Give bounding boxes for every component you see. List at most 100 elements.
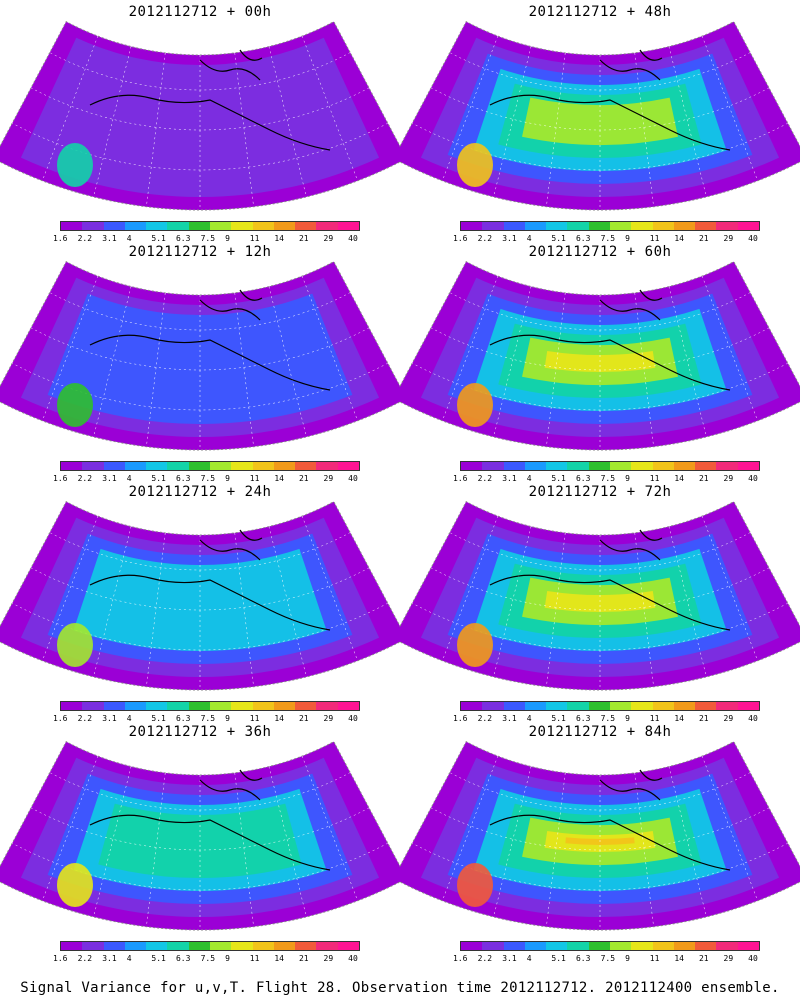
graticule-meridian — [493, 46, 532, 197]
colorbar-tick-label: 21 — [298, 714, 309, 723]
map-panel: 2012112712 + 00h 1.6 2.2 3.1 4 5.1 6.3 7.5 9 11 14… — [0, 0, 400, 245]
graticule-parallel — [430, 567, 770, 611]
colorbar-tick-label: 11 — [249, 474, 260, 483]
colorbar-swatch — [103, 222, 125, 230]
colorbar-swatch — [673, 222, 696, 230]
colorbar-tick-label: 29 — [723, 954, 734, 963]
colorbar-tick-label: 4 — [526, 714, 532, 723]
colorbar-labels: 1.6 2.2 3.1 4 5.1 6.3 7.5 9 11 14 21 29 40 — [53, 474, 373, 483]
graticule-parallel — [49, 772, 351, 811]
graticule-parallel — [49, 292, 351, 331]
colorbar-swatch — [695, 942, 717, 950]
graticule-meridian — [493, 526, 532, 677]
colorbar-tick-label: 14 — [674, 954, 684, 963]
colorbar-tick-label: 9 — [625, 714, 630, 723]
colorbar-swatch — [61, 222, 83, 230]
colorbar-swatch — [209, 942, 232, 950]
colorbar-tick-label: 11 — [249, 954, 260, 963]
panel-title: 2012112712 + 72h — [528, 484, 672, 500]
colorbar-swatch — [503, 222, 525, 230]
colorbar-swatch — [609, 462, 632, 470]
graticule-parallel — [12, 602, 388, 651]
colorbar-tick-label: 40 — [348, 234, 358, 243]
graticule-meridian — [634, 532, 654, 687]
colorbar-swatch — [567, 942, 589, 950]
colorbar-swatch — [461, 942, 483, 950]
panel-title: 2012112712 + 00h — [128, 4, 272, 20]
colorbar-swatch — [695, 702, 717, 710]
graticule-parallel — [12, 842, 388, 891]
colorbar — [60, 701, 360, 711]
pacific-variance-maximum — [457, 863, 493, 907]
panel-title: 2012112712 + 84h — [528, 724, 672, 740]
colorbar-swatch — [546, 942, 568, 950]
colorbar-tick-label: 40 — [348, 474, 358, 483]
colorbar-tick-label: 6.3 — [575, 714, 591, 723]
colorbar-tick-label: 6.3 — [175, 474, 191, 483]
colorbar-swatch — [231, 702, 253, 710]
pacific-variance-maximum — [57, 623, 93, 667]
colorbar-tick-label: 4 — [126, 234, 132, 243]
colorbar — [460, 221, 760, 231]
graticule-parallel — [412, 362, 788, 411]
colorbar-tick-label: 3.1 — [102, 954, 117, 963]
colorbar-swatch — [124, 222, 147, 230]
pacific-variance-maximum — [457, 623, 493, 667]
colorbar-swatch — [588, 942, 610, 950]
colorbar-swatch — [482, 222, 504, 230]
pacific-variance-maximum — [57, 143, 93, 187]
colorbar-tick-label: 2.2 — [77, 954, 93, 963]
colorbar-tick-label: 5.1 — [151, 714, 166, 723]
pacific-variance-maximum — [57, 863, 93, 907]
colorbar-tick-label: 1.6 — [453, 234, 468, 243]
graticule-meridian — [268, 46, 307, 197]
graticule-parallel — [12, 362, 388, 411]
colorbar-tick-label: 29 — [323, 234, 334, 243]
colorbar-tick-label: 5.1 — [551, 234, 566, 243]
colorbar-tick-label: 14 — [674, 234, 684, 243]
map-panel: 2012112712 + 48h 1.6 2.2 3.1 4 5.1 6.3 7.5 9 11 14… — [400, 0, 800, 245]
colorbar-tick-label: 2.2 — [477, 474, 493, 483]
colorbar-tick-label: 40 — [748, 714, 758, 723]
colorbar-tick-label: 1.6 — [53, 714, 68, 723]
colorbar-tick-label: 2.2 — [77, 474, 93, 483]
colorbar-tick-label: 21 — [698, 234, 709, 243]
colorbar-labels: 1.6 2.2 3.1 4 5.1 6.3 7.5 9 11 14 21 29 40 — [453, 474, 773, 483]
colorbar-tick-label: 11 — [249, 234, 260, 243]
colorbar-tick-label: 6.3 — [575, 234, 591, 243]
colorbar-tick-label: 29 — [723, 474, 734, 483]
colorbar-swatch — [716, 942, 738, 950]
colorbar-swatch — [231, 462, 253, 470]
coastline — [489, 289, 731, 391]
map-panel: 2012112712 + 36h 1.6 2.2 3.1 4 5.1 6.3 7.5 9 11 14… — [0, 720, 400, 965]
graticule-parallel — [49, 532, 351, 571]
colorbar-swatch — [295, 462, 317, 470]
variance-map — [0, 740, 400, 931]
colorbar-swatch — [631, 702, 653, 710]
colorbar-tick-label: 1.6 — [53, 474, 68, 483]
colorbar-tick-label: 2.2 — [477, 954, 493, 963]
colorbar-swatch — [209, 462, 232, 470]
colorbar-swatch — [503, 702, 525, 710]
colorbar-swatch — [209, 222, 232, 230]
colorbar-tick-label: 5.1 — [551, 714, 566, 723]
coastline — [489, 769, 731, 871]
graticule-meridian — [234, 772, 254, 927]
coastline — [89, 529, 331, 631]
panel-title: 2012112712 + 24h — [128, 484, 272, 500]
graticule-meridian — [701, 275, 758, 421]
graticule-parallel — [449, 292, 751, 331]
colorbar-tick-label: 4 — [526, 234, 532, 243]
graticule-parallel — [412, 122, 788, 171]
colorbar-swatch — [588, 702, 610, 710]
colorbar-tick-label: 9 — [225, 234, 230, 243]
colorbar-tick-label: 7.5 — [200, 714, 216, 723]
coastline — [89, 769, 331, 871]
colorbar-tick-label: 21 — [298, 234, 309, 243]
colorbar-swatch — [503, 462, 525, 470]
colorbar-swatch — [146, 942, 168, 950]
colorbar-tick-label: 40 — [748, 474, 758, 483]
colorbar-swatch — [716, 462, 738, 470]
graticule-meridian — [234, 532, 254, 687]
graticule-parallel — [412, 842, 788, 891]
